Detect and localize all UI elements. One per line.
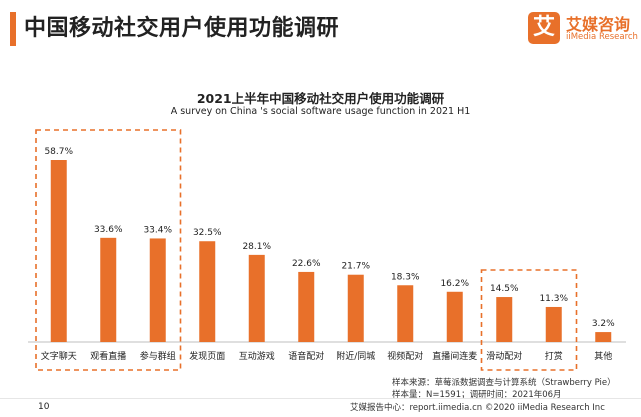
- category-label-3: 发现页面: [189, 350, 225, 362]
- data-label-2: 33.4%: [143, 225, 172, 235]
- page-number: 10: [38, 402, 50, 412]
- data-label-10: 11.3%: [539, 294, 568, 304]
- bar-11: [595, 332, 612, 342]
- category-label-5: 语音配对: [288, 350, 324, 362]
- data-label-3: 32.5%: [193, 228, 222, 238]
- chart-subtitle: A survey on China 's social software usa…: [170, 106, 471, 117]
- footer-divider: [0, 398, 641, 399]
- bar-9: [496, 297, 513, 342]
- bar-1: [100, 237, 117, 342]
- data-label-11: 3.2%: [592, 319, 615, 329]
- chart-title: 2021上半年中国移动社交用户使用功能调研: [196, 91, 445, 106]
- category-label-7: 视频配对: [387, 350, 423, 362]
- category-label-10: 打赏: [545, 350, 563, 362]
- logo-text-cn: 艾媒咨询: [566, 15, 631, 34]
- data-label-7: 18.3%: [391, 272, 420, 282]
- bar-2: [149, 238, 166, 342]
- category-label-11: 其他: [594, 350, 612, 362]
- data-label-1: 33.6%: [94, 225, 123, 235]
- category-label-0: 文字聊天: [41, 350, 77, 362]
- iimedia-logo: 艾 艾媒咨询 iiMedia Research: [528, 10, 638, 50]
- data-label-8: 16.2%: [440, 279, 469, 289]
- bar-7: [397, 285, 414, 342]
- data-label-9: 14.5%: [490, 284, 519, 294]
- logo-icon: 艾: [528, 12, 560, 44]
- bar-4: [248, 254, 265, 342]
- category-label-6: 附近/同城: [336, 350, 375, 362]
- bar-6: [347, 274, 364, 342]
- data-label-0: 58.7%: [44, 147, 73, 157]
- bar-3: [199, 241, 216, 342]
- data-label-5: 22.6%: [292, 259, 321, 269]
- logo-text-en: iiMedia Research: [566, 32, 638, 42]
- bar-10: [545, 306, 562, 342]
- footer-text: 艾媒报告中心：report.iimedia.cn ©2020 iiMedia R…: [350, 403, 605, 413]
- bar-0: [50, 160, 67, 342]
- data-label-6: 21.7%: [341, 262, 370, 272]
- data-label-4: 28.1%: [242, 242, 271, 252]
- title-accent-bar: [10, 12, 16, 46]
- category-label-2: 参与群组: [140, 350, 176, 362]
- highlight-box-0: [35, 129, 182, 371]
- source-line-1: 样本来源：草莓派数据调查与计算系统（Strawberry Pie）: [392, 378, 616, 388]
- page-title: 中国移动社交用户使用功能调研: [24, 16, 340, 41]
- bar-5: [298, 271, 315, 342]
- highlight-box-1: [480, 269, 578, 371]
- source-line-2: 样本量：N=1591；调研时间：2021年06月: [392, 390, 562, 400]
- category-label-8: 直播间连麦: [432, 350, 477, 362]
- category-label-4: 互动游戏: [239, 350, 275, 362]
- bar-8: [446, 291, 463, 342]
- category-label-1: 观看直播: [90, 350, 126, 362]
- category-label-9: 滑动配对: [486, 350, 522, 362]
